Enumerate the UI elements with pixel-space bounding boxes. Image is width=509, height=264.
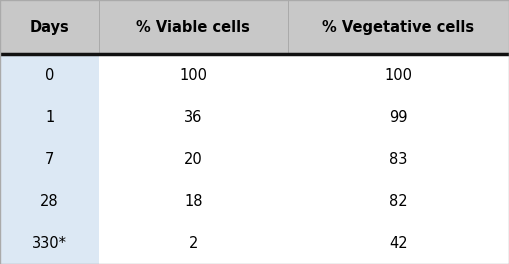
Text: 0: 0 xyxy=(45,68,54,83)
Bar xyxy=(288,138,509,180)
Bar xyxy=(0,0,509,54)
Bar xyxy=(0,96,99,138)
Text: % Viable cells: % Viable cells xyxy=(136,20,250,35)
Bar xyxy=(0,222,99,264)
Text: 7: 7 xyxy=(45,152,54,167)
Bar xyxy=(0,138,99,180)
Text: 42: 42 xyxy=(389,235,408,251)
Bar xyxy=(99,96,288,138)
Text: 2: 2 xyxy=(189,235,198,251)
Text: 28: 28 xyxy=(40,194,59,209)
Bar xyxy=(288,180,509,222)
Text: 330*: 330* xyxy=(32,235,67,251)
Bar xyxy=(288,222,509,264)
Text: 100: 100 xyxy=(384,68,412,83)
Text: 20: 20 xyxy=(184,152,203,167)
Text: 100: 100 xyxy=(179,68,208,83)
Bar xyxy=(288,54,509,96)
Bar xyxy=(0,180,99,222)
Text: 36: 36 xyxy=(184,110,203,125)
Text: % Vegetative cells: % Vegetative cells xyxy=(322,20,474,35)
Bar xyxy=(288,96,509,138)
Bar xyxy=(99,222,288,264)
Text: 18: 18 xyxy=(184,194,203,209)
Bar xyxy=(99,54,288,96)
Bar xyxy=(99,180,288,222)
Text: 82: 82 xyxy=(389,194,408,209)
Bar xyxy=(99,138,288,180)
Text: 99: 99 xyxy=(389,110,408,125)
Text: Days: Days xyxy=(30,20,70,35)
Text: 1: 1 xyxy=(45,110,54,125)
Bar xyxy=(0,54,99,96)
Text: 83: 83 xyxy=(389,152,408,167)
